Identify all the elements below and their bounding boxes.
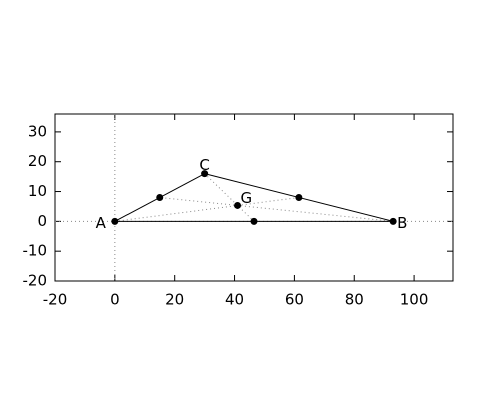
y-tick-label: 30	[28, 122, 47, 140]
plot-border	[54, 113, 454, 282]
y-tick-label: -20	[23, 272, 48, 290]
x-tick-label: 40	[225, 291, 244, 309]
x-tick-label: 0	[110, 291, 120, 309]
point-label: C	[199, 156, 209, 174]
point	[295, 194, 303, 201]
point-label: A	[96, 214, 107, 232]
point	[156, 194, 164, 201]
point	[234, 201, 242, 209]
x-tick-label: 60	[285, 291, 304, 309]
x-tick-label: 100	[400, 291, 429, 309]
point-label: G	[241, 189, 253, 207]
y-tick-label: 10	[28, 182, 47, 200]
x-tick-label: -20	[43, 291, 68, 309]
x-tick-label: 20	[165, 291, 184, 309]
point	[250, 217, 258, 225]
y-tick-label: 0	[37, 212, 47, 230]
point	[111, 217, 119, 225]
median	[159, 197, 394, 222]
point-label: B	[397, 214, 407, 232]
point	[201, 170, 209, 178]
median	[114, 197, 299, 222]
point	[389, 217, 397, 225]
y-tick-label: 20	[28, 152, 47, 170]
y-tick-label: -10	[23, 242, 48, 260]
x-tick-label: 80	[345, 291, 364, 309]
